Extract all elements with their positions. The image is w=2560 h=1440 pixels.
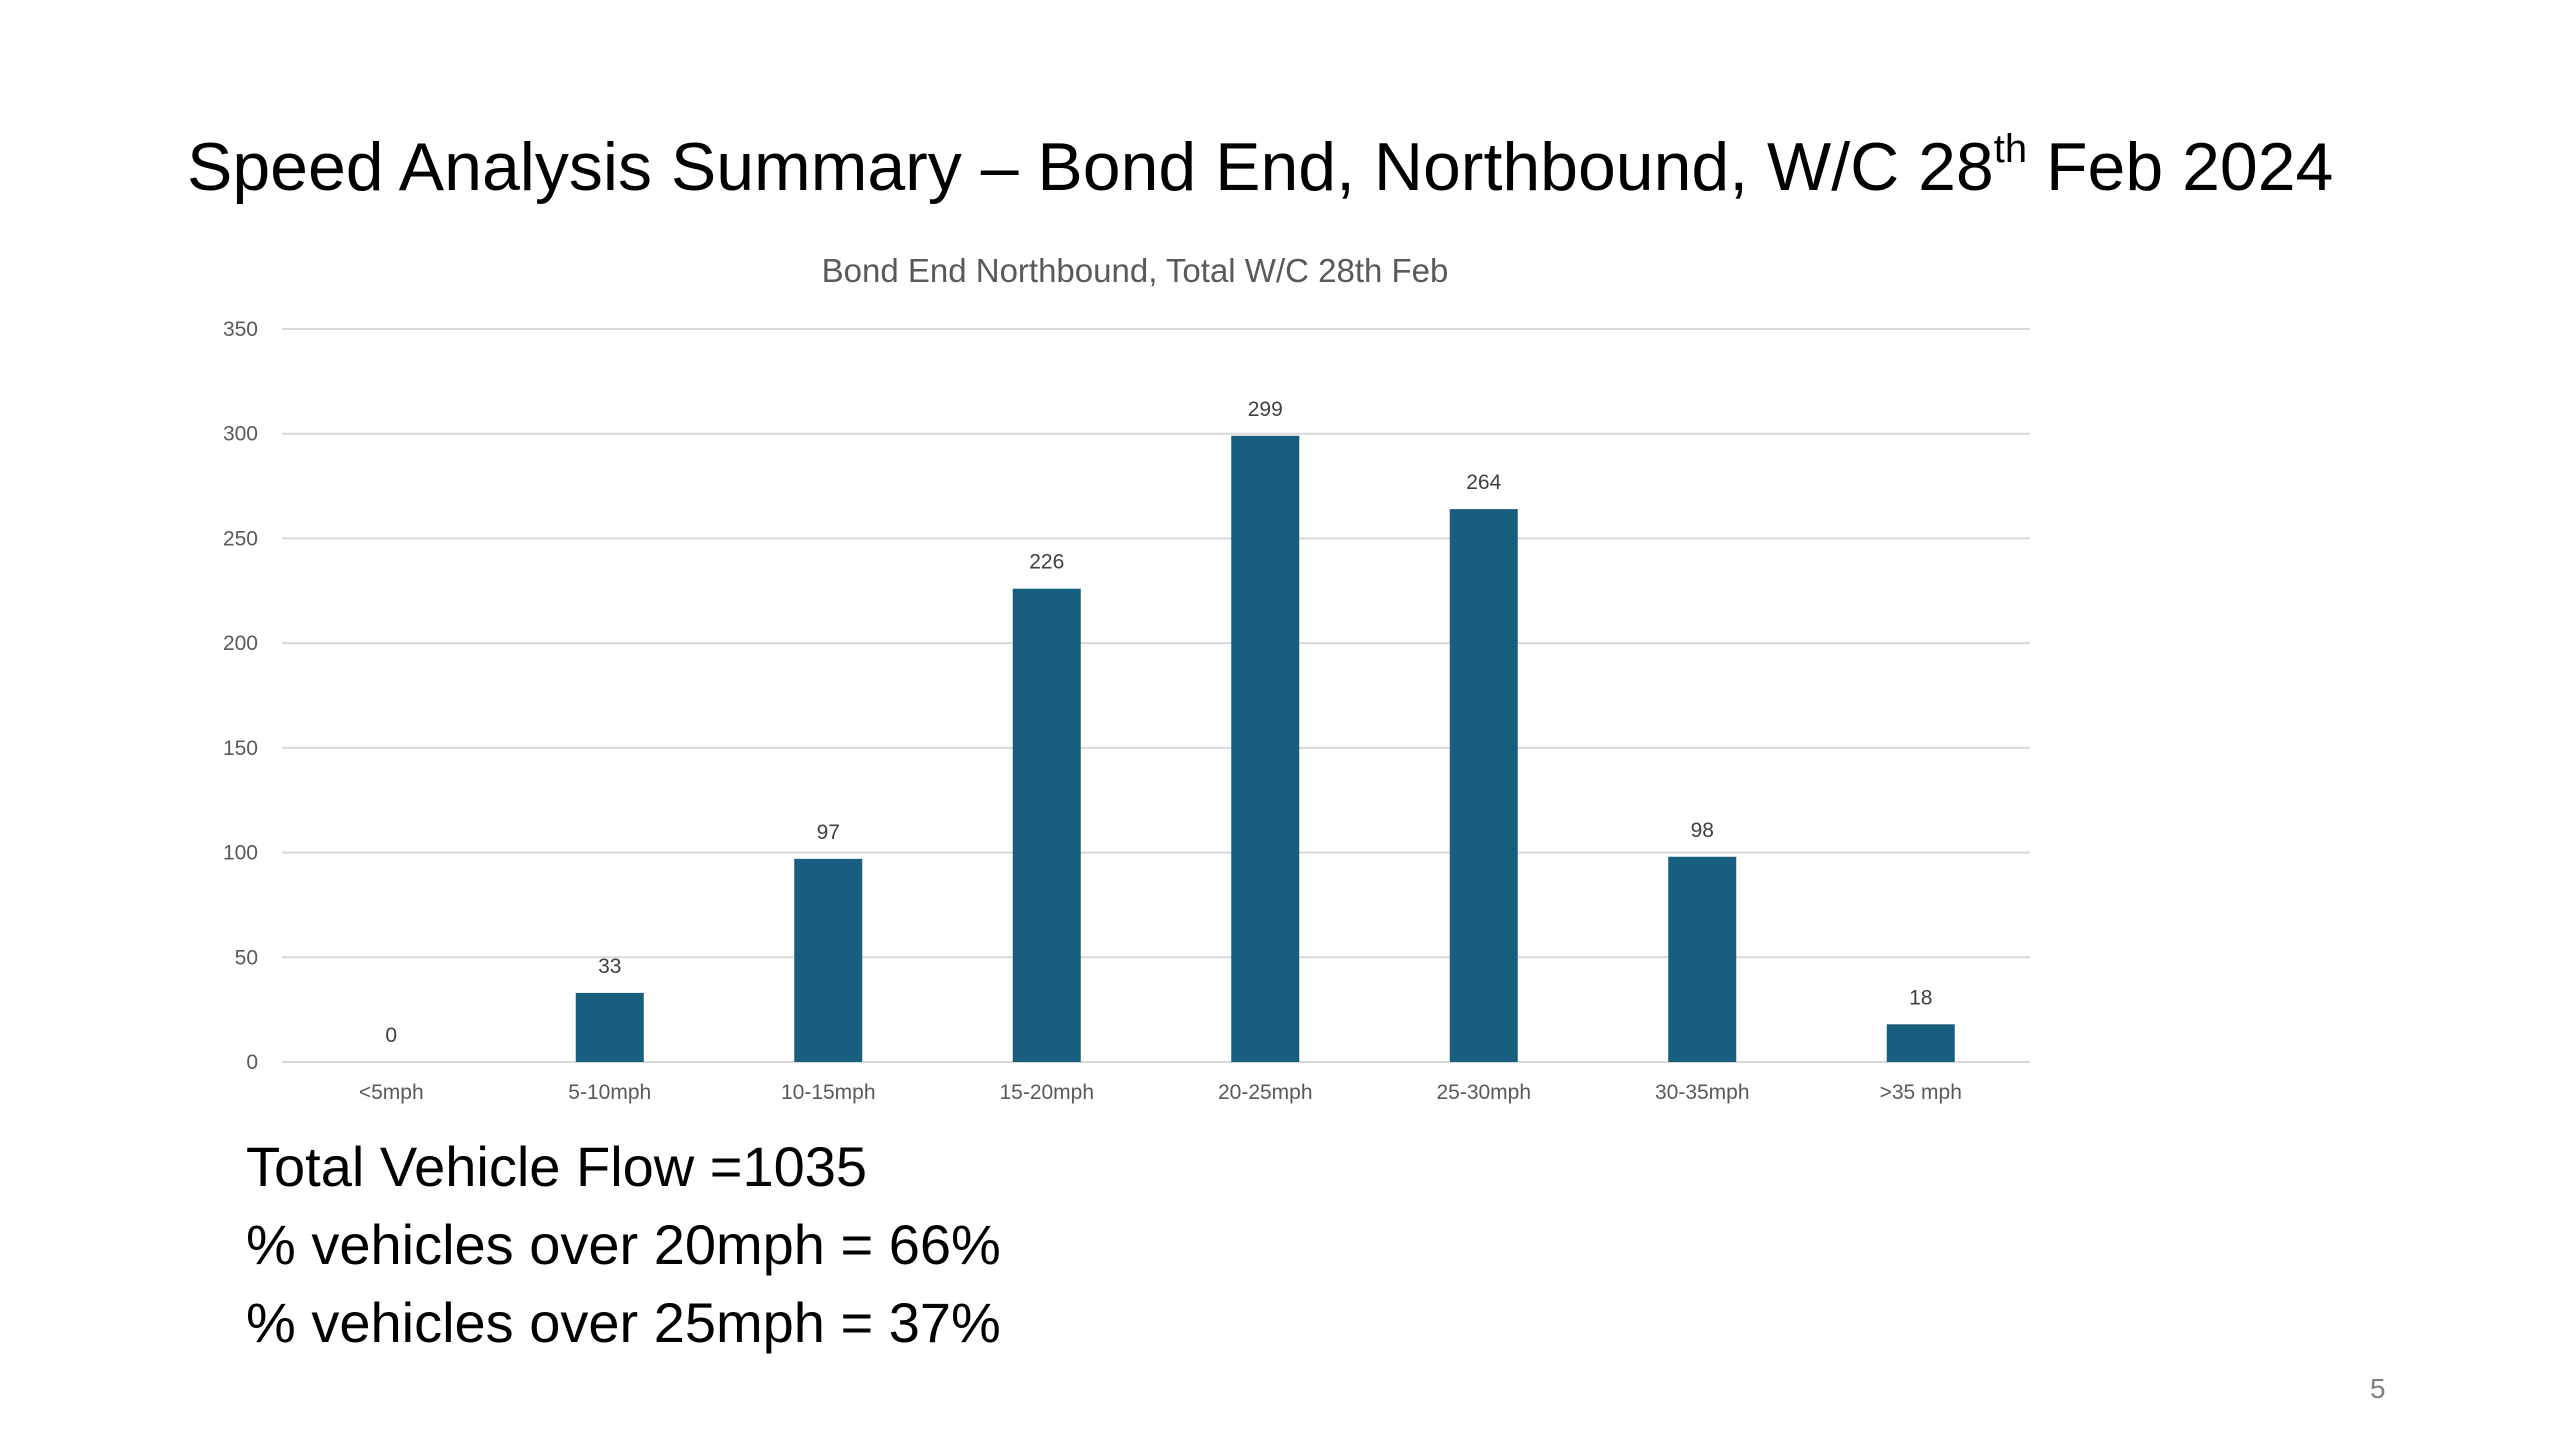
x-tick-label-3: 10-15mph [781, 1081, 876, 1104]
slide-title-superscript: th [1993, 127, 2028, 171]
bar-8 [1886, 1024, 1955, 1062]
x-tick-label-6: 25-30mph [1436, 1081, 1531, 1104]
y-tick-label-0: 0 [246, 1051, 258, 1074]
y-tick-label-250: 250 [223, 527, 258, 550]
x-tick-label-1: <5mph [359, 1081, 424, 1104]
x-tick-label-8: >35 mph [1880, 1081, 1962, 1104]
chart-gridlines [282, 328, 2030, 1063]
summary-statistics: Total Vehicle Flow =1035 % vehicles over… [246, 1128, 1001, 1362]
data-label-7: 98 [1691, 819, 1714, 842]
summary-over-25mph: % vehicles over 25mph = 37% [246, 1291, 1001, 1354]
x-tick-label-5: 20-25mph [1218, 1081, 1313, 1104]
page-number: 5 [2370, 1373, 2386, 1404]
data-label-3: 97 [817, 821, 840, 844]
y-tick-label-350: 350 [223, 318, 258, 341]
chart-bars [575, 435, 1955, 1062]
bar-6 [1449, 509, 1518, 1062]
data-label-1: 0 [385, 1024, 397, 1047]
summary-over-20mph: % vehicles over 20mph = 66% [246, 1213, 1001, 1276]
slide-title-main: Speed Analysis Summary – Bond End, North… [187, 129, 1994, 205]
bar-3 [794, 858, 863, 1062]
bar-2 [575, 992, 644, 1062]
chart-title: Bond End Northbound, Total W/C 28th Feb [822, 252, 1449, 289]
bar-5 [1231, 435, 1300, 1062]
data-label-5: 299 [1248, 398, 1283, 421]
data-label-6: 264 [1466, 471, 1501, 494]
y-tick-label-200: 200 [223, 632, 258, 655]
x-tick-label-7: 30-35mph [1655, 1081, 1750, 1104]
bar-7 [1668, 856, 1737, 1062]
x-tick-label-2: 5-10mph [568, 1081, 651, 1104]
x-tick-label-4: 15-20mph [999, 1081, 1094, 1104]
bar-4 [1012, 588, 1081, 1062]
y-tick-label-50: 50 [235, 946, 258, 969]
data-label-2: 33 [598, 955, 621, 978]
x-axis-category-labels: <5mph 5-10mph 10-15mph 15-20mph 20-25mph 25-3… [359, 1081, 1962, 1104]
y-tick-label-300: 300 [223, 423, 258, 446]
bar-data-labels: 0 33 97 226 299 264 98 18 [385, 398, 1932, 1047]
y-axis-tick-labels: 0 50 100 150 200 250 300 350 [223, 318, 258, 1074]
data-label-4: 226 [1029, 551, 1064, 574]
summary-total-flow: Total Vehicle Flow =1035 [246, 1135, 868, 1198]
slide-title: Speed Analysis Summary – Bond End, North… [187, 128, 2333, 206]
y-tick-label-100: 100 [223, 842, 258, 865]
slide-title-tail: Feb 2024 [2027, 129, 2334, 205]
data-label-8: 18 [1909, 986, 1932, 1009]
y-tick-label-150: 150 [223, 737, 258, 760]
